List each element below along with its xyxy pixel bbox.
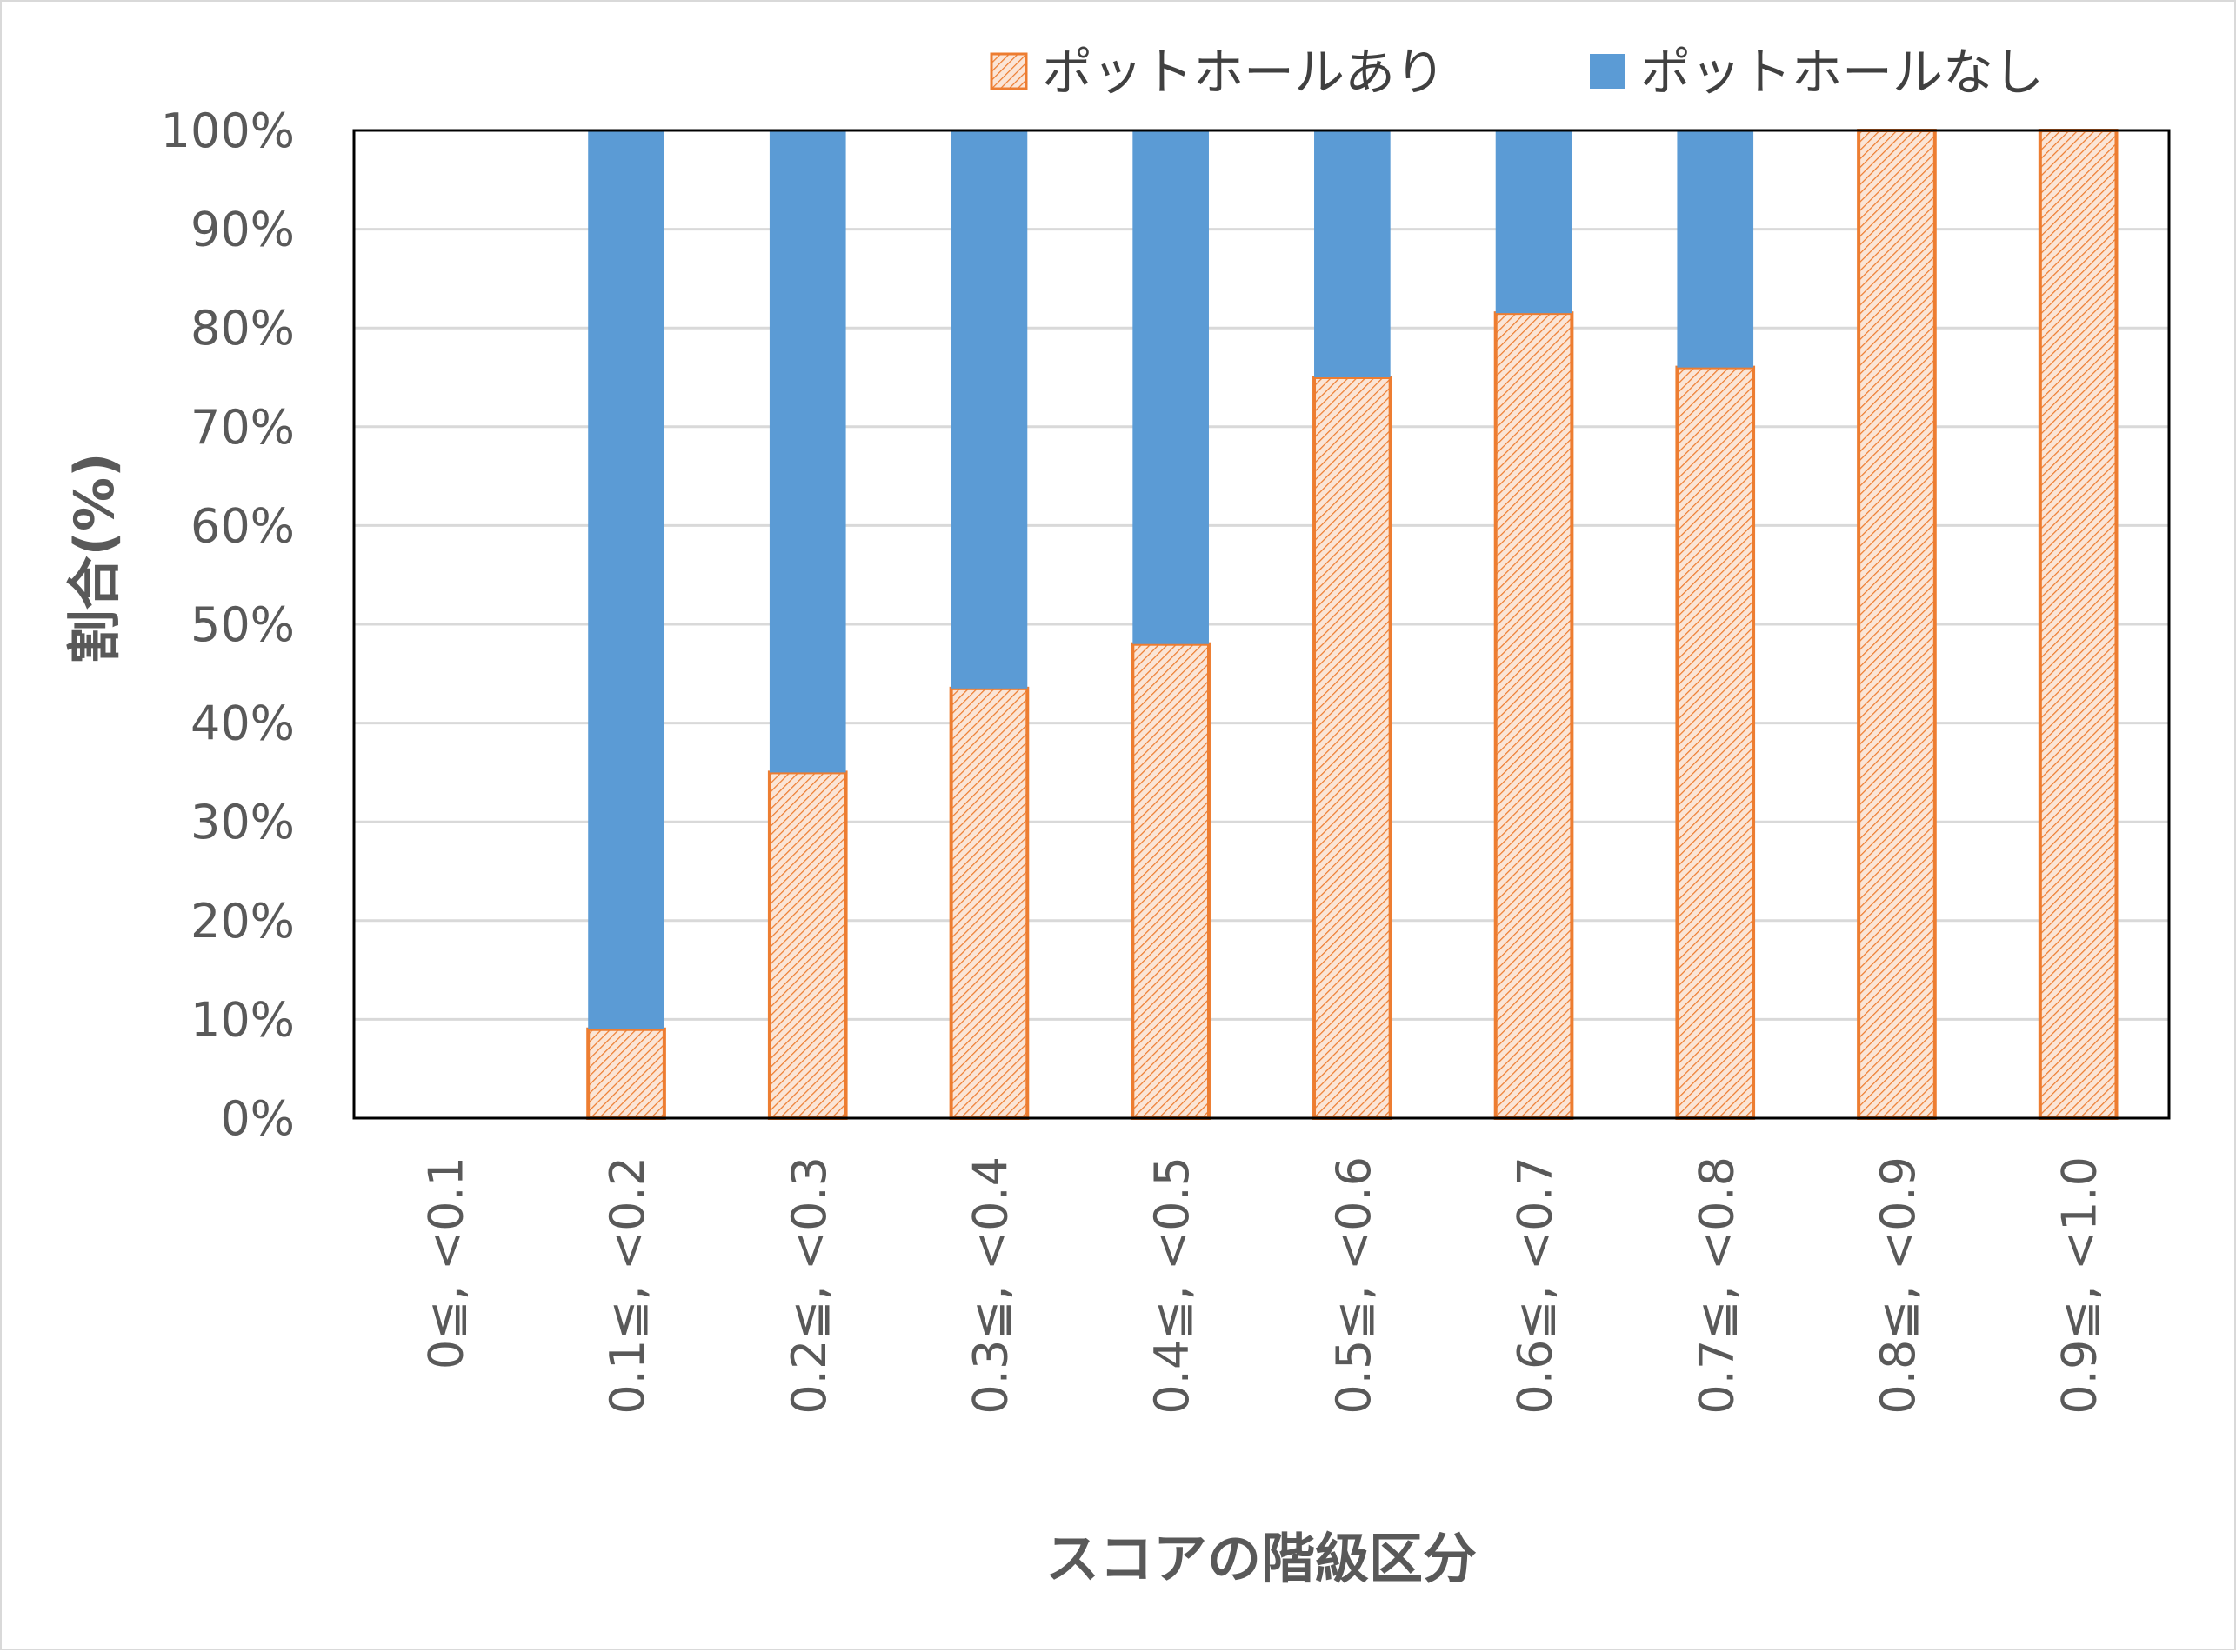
bar-segment-ari (586, 1027, 666, 1121)
bar-segment-ari (767, 770, 848, 1121)
bar-segment-ari (2038, 129, 2119, 1120)
x-tick-label: 0≦, <0.1 (418, 1156, 473, 1369)
plot-area-border (352, 129, 2171, 1120)
bar-segment-nashi (1495, 130, 1572, 314)
y-axis-title: 割合(%) (63, 453, 126, 664)
x-tick-label: 0.3≦, <0.4 (963, 1156, 1018, 1415)
y-tick-label: 60% (190, 498, 295, 553)
x-tick-label: 0.9≦, <1.0 (2052, 1156, 2107, 1415)
bar-segment-nashi (769, 130, 846, 773)
bar-segment-ari (1131, 642, 1211, 1120)
legend-swatch-nashi (1590, 54, 1625, 89)
bar-segment-ari (1493, 311, 1574, 1121)
x-tick-label: 0.2≦, <0.3 (782, 1156, 837, 1415)
y-tick-label: 40% (190, 696, 295, 751)
bar-segment-ari (949, 686, 1030, 1121)
y-tick-label: 100% (161, 103, 295, 158)
x-tick-label: 0.8≦, <0.9 (1871, 1156, 1926, 1415)
y-tick-label: 20% (190, 894, 295, 949)
y-tick-label: 80% (190, 301, 295, 356)
y-tick-label: 0% (220, 1091, 295, 1146)
x-tick-label: 0.1≦, <0.2 (600, 1156, 655, 1415)
x-tick-labels: 0≦, <0.1 0.1≦, <0.2 0.2≦, <0.3 0.3≦, <0.4 0.… (418, 1156, 2106, 1415)
y-tick-label: 70% (190, 400, 295, 455)
bar-segment-ari (1675, 365, 1756, 1120)
bar-segment-nashi (1132, 130, 1209, 644)
x-tick-label: 0.7≦, <0.8 (1689, 1156, 1744, 1415)
legend: ポットホールあり ポットホールなし (990, 43, 2044, 102)
bars (586, 129, 2119, 1121)
x-tick-label: 0.6≦, <0.7 (1508, 1156, 1563, 1415)
bar-segment-ari (1312, 376, 1392, 1120)
y-tick-label: 90% (190, 203, 295, 257)
x-axis-title: スコアの階級区分 (1045, 1527, 1477, 1590)
x-tick-label: 0.4≦, <0.5 (1145, 1156, 1199, 1415)
bar-segment-nashi (951, 130, 1028, 689)
bar-segment-nashi (588, 130, 664, 1029)
legend-label-ari: ポットホールあり (1042, 43, 1445, 102)
y-tick-labels: 0% 10% 20% 30% 40% 50% 60% 70% 80% 90% 100% (161, 103, 295, 1146)
legend-label-nashi: ポットホールなし (1640, 43, 2044, 102)
legend-swatch-ari (990, 52, 1028, 90)
x-tick-label: 0.5≦, <0.6 (1326, 1156, 1381, 1415)
bar-segment-nashi (1314, 130, 1391, 377)
y-tick-label: 30% (190, 795, 295, 849)
bar-segment-ari (1857, 129, 1937, 1120)
bar-segment-nashi (1677, 130, 1754, 368)
y-tick-label: 50% (190, 597, 295, 652)
y-tick-label: 10% (190, 992, 295, 1047)
